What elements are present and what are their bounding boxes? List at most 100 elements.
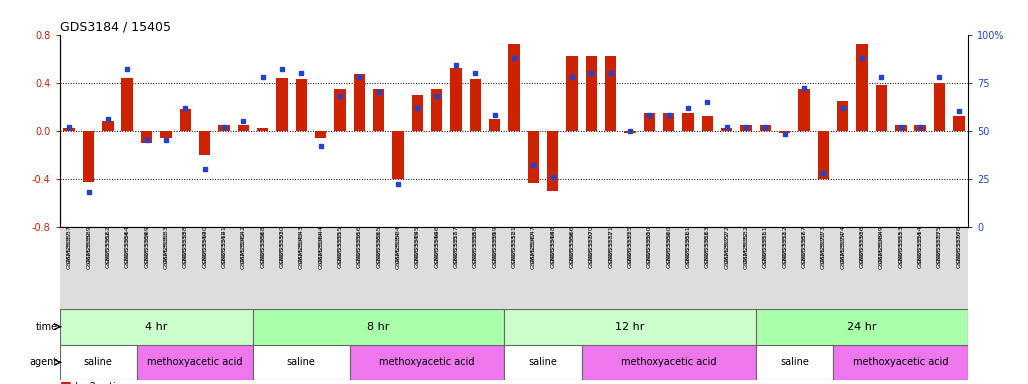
Text: GSM253569: GSM253569 [144,231,149,268]
Text: GDS3184 / 15405: GDS3184 / 15405 [60,20,171,33]
Bar [837,101,848,131]
Text: GSM253571: GSM253571 [609,231,613,268]
Bar [489,119,501,131]
Text: GSM253570: GSM253570 [589,231,594,268]
Bar [756,309,968,344]
Text: GSM253545: GSM253545 [415,231,419,268]
Text: GSM253538: GSM253538 [183,231,188,268]
Text: agent: agent [30,358,58,367]
Text: GSM253553: GSM253553 [898,231,904,268]
Text: GSM253550: GSM253550 [647,231,652,268]
Text: log2 ratio: log2 ratio [75,382,121,384]
Text: GSM253551: GSM253551 [763,231,768,268]
Bar [253,309,505,344]
Bar [582,344,756,380]
Text: GSM253541: GSM253541 [221,231,226,268]
Bar [817,131,830,179]
Text: GSM253565: GSM253565 [376,231,381,268]
Bar [450,68,462,131]
Bar [354,74,365,131]
Text: GSM253547: GSM253547 [530,231,536,268]
Bar [914,124,926,131]
Bar [895,124,907,131]
Bar [505,309,756,344]
Bar [64,128,75,131]
Bar [141,131,152,142]
Text: GSM253559: GSM253559 [492,231,498,268]
Text: methoxyacetic acid: methoxyacetic acid [147,358,243,367]
Bar [586,56,597,131]
Text: GSM253542: GSM253542 [241,231,246,268]
Bar [505,344,582,380]
Text: GSM253561: GSM253561 [686,231,691,268]
Text: GSM253549: GSM253549 [879,231,884,268]
Text: GSM253576: GSM253576 [956,231,961,268]
Text: GSM253558: GSM253558 [473,231,478,268]
Bar [663,113,674,131]
Text: GSM253539: GSM253539 [86,231,91,268]
Text: GSM253537: GSM253537 [67,231,72,268]
Bar [644,113,655,131]
Bar [740,124,751,131]
Bar [470,79,481,131]
Text: GSM253574: GSM253574 [840,231,845,268]
Bar [198,131,211,155]
Bar [393,131,404,179]
Bar [701,116,713,131]
Bar [121,78,133,131]
Bar [604,56,617,131]
Bar [180,109,191,131]
Bar [953,116,964,131]
Text: GSM253575: GSM253575 [937,231,942,268]
Text: GSM253548: GSM253548 [550,231,555,268]
Text: GSM253562: GSM253562 [106,231,110,268]
Bar [876,85,887,131]
Text: saline: saline [84,358,113,367]
Bar [60,344,137,380]
Bar [160,131,172,138]
Text: GSM253536: GSM253536 [859,231,865,268]
Text: time: time [36,322,58,332]
Text: 4 hr: 4 hr [145,322,168,332]
Text: ■: ■ [60,379,71,384]
Bar [508,44,520,131]
Bar [137,344,253,380]
Bar [547,131,558,190]
Bar [257,128,268,131]
Bar [933,83,945,131]
Bar [102,121,114,131]
Bar [411,94,424,131]
Text: GSM253546: GSM253546 [434,231,439,268]
Bar [856,44,868,131]
Bar [60,309,253,344]
Text: GSM253531: GSM253531 [512,231,516,268]
Text: GSM253554: GSM253554 [918,231,922,268]
Bar [334,89,345,131]
Bar [760,124,771,131]
Text: GSM253555: GSM253555 [337,231,342,268]
Text: methoxyacetic acid: methoxyacetic acid [621,358,717,367]
Bar [566,56,578,131]
Text: GSM253552: GSM253552 [782,231,787,268]
Text: saline: saline [287,358,316,367]
Text: GSM253535: GSM253535 [627,231,632,268]
Bar [218,124,230,131]
Text: GSM253566: GSM253566 [570,231,575,268]
Bar [277,78,288,131]
Bar [833,344,968,380]
Text: 12 hr: 12 hr [616,322,645,332]
Text: GSM253564: GSM253564 [124,231,130,268]
Bar [237,124,249,131]
Text: methoxyacetic acid: methoxyacetic acid [379,358,475,367]
Text: GSM253544: GSM253544 [318,231,323,268]
Bar [798,89,810,131]
Text: GSM253533: GSM253533 [163,231,169,268]
Text: 24 hr: 24 hr [847,322,877,332]
Text: GSM253534: GSM253534 [396,231,401,268]
Text: methoxyacetic acid: methoxyacetic acid [853,358,949,367]
Bar [373,89,384,131]
Text: GSM253540: GSM253540 [203,231,207,268]
Bar [624,131,635,133]
Text: GSM253563: GSM253563 [705,231,710,268]
Text: 8 hr: 8 hr [367,322,390,332]
